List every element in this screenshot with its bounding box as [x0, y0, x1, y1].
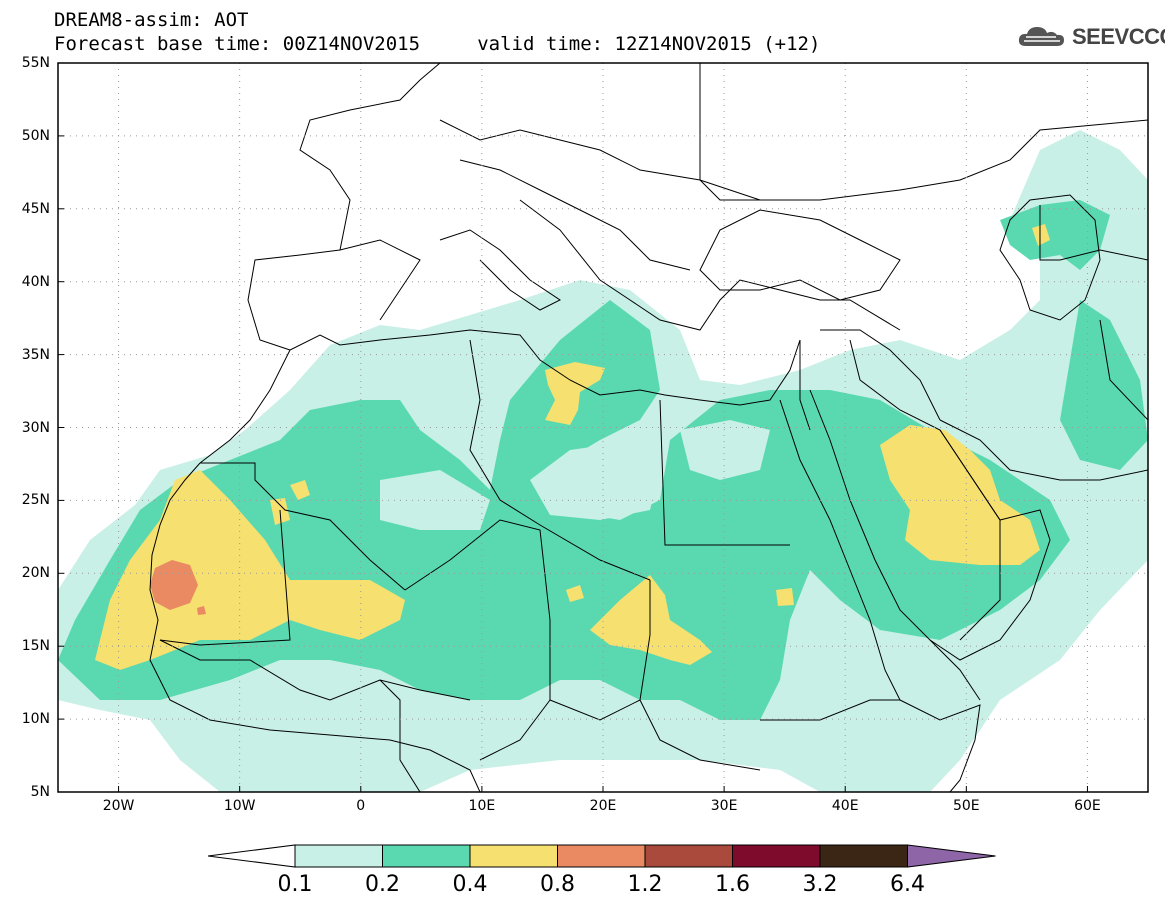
colorbar-high-arrow — [907, 844, 996, 868]
lon-tick-label: 50E — [952, 798, 980, 814]
border-east — [699, 63, 1148, 201]
coastline-horn — [899, 699, 981, 792]
colorbar-box — [819, 844, 908, 868]
lon-tick-label: 10E — [468, 798, 496, 814]
lat-tick-label: 45N — [21, 200, 50, 217]
border-algeria-libya — [469, 339, 651, 581]
colorbar-level-label: 3.2 — [802, 872, 838, 897]
coastline-iberia — [247, 239, 421, 351]
coastline-balkans — [519, 199, 901, 331]
colorbar-level-label: 1.2 — [627, 872, 663, 897]
colorbar-level-label: 1.6 — [715, 872, 750, 897]
coastline-europe — [299, 63, 441, 251]
border-europe-1 — [439, 119, 761, 201]
coastline-black-sea — [699, 209, 901, 301]
coastline-italy — [439, 229, 561, 311]
lat-tick-label: 35N — [21, 346, 50, 363]
coastline-morocco-iberia — [199, 329, 801, 464]
border-east-africa — [760, 699, 900, 721]
lat-tick-label: 40N — [21, 273, 50, 290]
lon-tick-label: 30E — [710, 798, 738, 814]
colorbar-level-label: 6.4 — [890, 872, 925, 897]
border-maghreb-1 — [200, 462, 406, 591]
lon-tick-label: 60E — [1074, 798, 1101, 814]
border-nigeria — [379, 679, 421, 792]
aot-band-0.8 — [150, 560, 198, 610]
colorbar-box — [469, 844, 558, 868]
coastline-west-africa — [149, 462, 481, 792]
lon-tick-label: 0 — [356, 798, 366, 814]
colorbar-level-label: 0.1 — [277, 872, 313, 897]
border-europe-2 — [459, 159, 691, 271]
lon-tick-label: 20E — [589, 798, 617, 814]
coastline-red-sea — [779, 399, 901, 701]
logo-text: SEEVCCC — [1072, 24, 1165, 49]
aot-fill-layer — [58, 63, 1148, 792]
colorbar-box — [382, 844, 471, 868]
coastline-red-sea-east — [809, 389, 981, 701]
border-sahel — [404, 519, 551, 761]
coastline-iran — [939, 419, 1148, 481]
colorbar-low-arrow — [207, 844, 296, 868]
aot-band-0.2-caspian — [1000, 200, 1110, 270]
border-maghreb-2 — [159, 509, 291, 646]
lon-tick-label: 40E — [831, 798, 859, 814]
logo: SEEVCCC — [1016, 24, 1165, 50]
coastlines-borders — [149, 63, 1148, 792]
lon-tick-label: 10W — [223, 798, 256, 814]
colorbar-level-label: 0.4 — [452, 872, 488, 897]
aot-band-0.4-small-3 — [566, 585, 584, 602]
colorbar — [207, 844, 996, 868]
colorbar-level-label: 0.8 — [540, 872, 575, 897]
aot-band-0.4-mauritania — [95, 470, 405, 670]
border-iraq — [820, 329, 941, 421]
map-frame — [57, 62, 1149, 793]
border-middle-east — [799, 340, 811, 431]
aot-band-0.4-small-1 — [290, 480, 310, 500]
title-line-2: Forecast base time: 00Z14NOV2015 valid t… — [54, 33, 821, 55]
aot-band-0.8-small — [197, 606, 206, 615]
border-west-africa — [159, 639, 471, 701]
lat-tick-label: 30N — [21, 419, 50, 436]
aot-band-0.1-egypt — [680, 420, 770, 480]
cloud-icon — [1018, 27, 1064, 46]
border-libya-egypt — [659, 399, 760, 546]
lat-tick-label: 50N — [21, 127, 50, 144]
aot-band-0.4-small-4 — [776, 588, 794, 606]
colorbar-level-label: 0.2 — [365, 872, 400, 897]
border-chad-sudan — [639, 580, 761, 771]
colorbar-box — [732, 844, 821, 868]
coastline-caspian — [999, 194, 1101, 321]
aot-band-0.4-libya — [545, 362, 605, 425]
title-line-1: DREAM8-assim: AOT — [54, 9, 249, 31]
lat-tick-label: 10N — [21, 711, 50, 728]
lon-tick-label: 20W — [102, 798, 135, 814]
border-central — [549, 699, 641, 721]
colorbar-box — [294, 844, 383, 868]
border-arabia — [849, 339, 1001, 641]
lat-tick-label: 20N — [21, 565, 50, 582]
aot-band-0.1-algeria — [380, 470, 490, 530]
lat-tick-label: 15N — [21, 638, 50, 655]
aot-band-0.4-chad — [590, 575, 712, 665]
border-iran-afgh — [1099, 319, 1148, 421]
lat-tick-label: 55N — [21, 55, 50, 71]
tick-marks — [58, 62, 1088, 793]
colorbar-box — [557, 844, 646, 868]
aot-band-0.4-small-5 — [1032, 224, 1050, 246]
lat-tick-label: 5N — [30, 784, 50, 800]
colorbar-box — [644, 844, 733, 868]
border-central-asia — [1039, 205, 1148, 261]
lat-tick-label: 25N — [21, 492, 50, 509]
